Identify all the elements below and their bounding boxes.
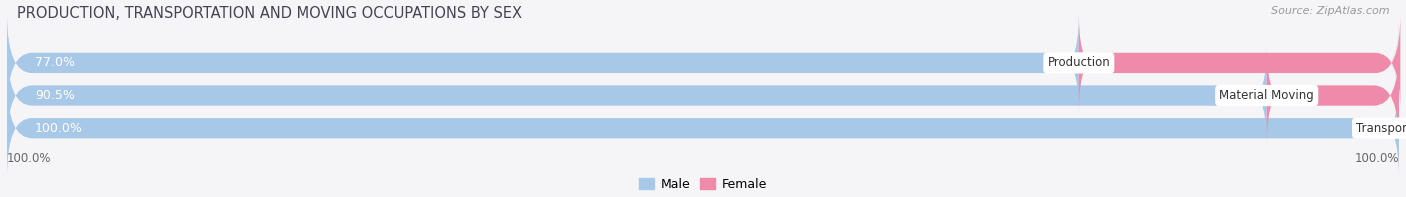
FancyBboxPatch shape (1267, 47, 1399, 144)
FancyBboxPatch shape (7, 47, 1399, 144)
FancyBboxPatch shape (7, 14, 1078, 112)
Text: 90.5%: 90.5% (35, 89, 75, 102)
FancyBboxPatch shape (7, 80, 1399, 177)
Legend: Male, Female: Male, Female (634, 173, 772, 196)
Text: Transportation: Transportation (1357, 122, 1406, 135)
Text: 100.0%: 100.0% (7, 152, 52, 165)
Text: 100.0%: 100.0% (35, 122, 83, 135)
Text: 77.0%: 77.0% (35, 56, 75, 69)
Text: 100.0%: 100.0% (1354, 152, 1399, 165)
Text: Source: ZipAtlas.com: Source: ZipAtlas.com (1271, 6, 1389, 16)
Text: Production: Production (1047, 56, 1111, 69)
FancyBboxPatch shape (1078, 14, 1400, 112)
FancyBboxPatch shape (7, 47, 1267, 144)
Text: PRODUCTION, TRANSPORTATION AND MOVING OCCUPATIONS BY SEX: PRODUCTION, TRANSPORTATION AND MOVING OC… (17, 6, 522, 21)
FancyBboxPatch shape (7, 14, 1399, 112)
FancyBboxPatch shape (7, 80, 1399, 177)
Text: Material Moving: Material Moving (1219, 89, 1315, 102)
